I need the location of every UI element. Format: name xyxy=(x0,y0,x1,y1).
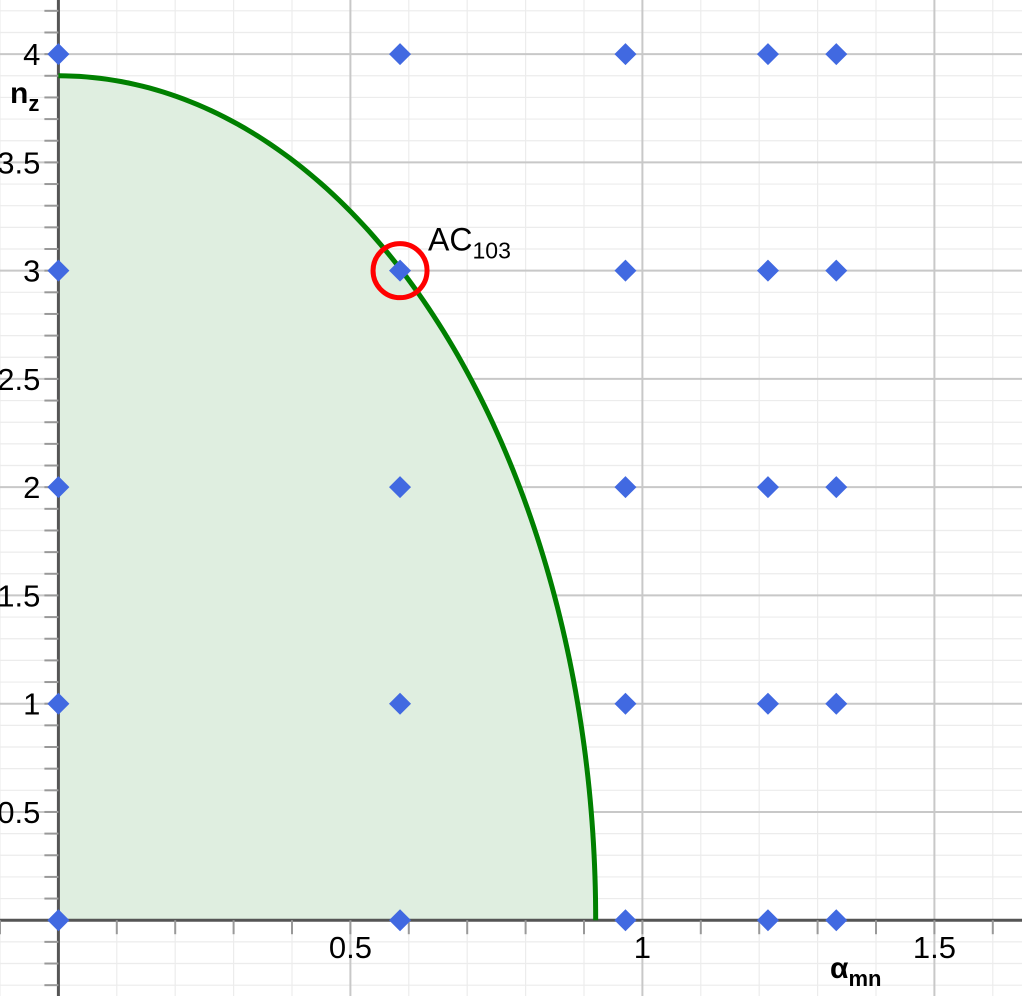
x-tick-label: 0.5 xyxy=(329,930,372,965)
y-tick-label: 1 xyxy=(23,687,40,722)
x-tick-label: 1.5 xyxy=(913,930,956,965)
y-axis-title-main: n xyxy=(10,77,28,110)
data-point xyxy=(825,692,848,715)
data-point xyxy=(47,909,70,932)
data-point xyxy=(756,909,779,932)
data-point xyxy=(389,692,412,715)
y-axis-title-sub: z xyxy=(28,91,39,116)
y-tick-label: 3.5 xyxy=(0,145,40,180)
y-tick-label: 2 xyxy=(23,470,40,505)
y-axis-title: nz xyxy=(10,77,39,116)
data-point xyxy=(47,43,70,66)
data-point xyxy=(756,43,779,66)
data-point xyxy=(389,909,412,932)
x-axis-title-sub: mn xyxy=(848,966,881,991)
data-point xyxy=(389,43,412,66)
highlight-circle xyxy=(370,241,430,301)
data-point xyxy=(47,476,70,499)
data-point xyxy=(389,476,412,499)
data-point xyxy=(614,692,637,715)
x-axis-title: αmn xyxy=(830,952,881,991)
data-point xyxy=(825,43,848,66)
y-tick-label: 3 xyxy=(23,254,40,289)
data-point xyxy=(614,909,637,932)
data-point xyxy=(825,259,848,282)
x-tick-label: 1 xyxy=(634,930,651,965)
y-tick-label: 4 xyxy=(23,37,40,72)
y-tick-label: 0.5 xyxy=(0,795,40,830)
data-point xyxy=(47,259,70,282)
data-point xyxy=(614,43,637,66)
annotation-label: AC103 xyxy=(428,222,511,264)
x-axis-title-main: α xyxy=(830,952,849,985)
data-point xyxy=(47,692,70,715)
data-point xyxy=(756,476,779,499)
data-point xyxy=(825,476,848,499)
data-points xyxy=(47,43,848,932)
tick-labels: 0.5 1 1.5 0.5 1 1.5 2 2.5 3 3.5 4 xyxy=(0,37,956,965)
y-tick-label: 1.5 xyxy=(0,578,40,613)
data-point xyxy=(614,476,637,499)
data-point xyxy=(389,259,412,282)
data-point xyxy=(614,259,637,282)
feasible-region xyxy=(58,75,596,921)
y-tick-label: 2.5 xyxy=(0,362,40,397)
data-point xyxy=(756,692,779,715)
data-point xyxy=(825,909,848,932)
annotation-main: AC xyxy=(428,222,472,258)
region-boundary-curve xyxy=(58,73,599,921)
data-point xyxy=(756,259,779,282)
annotation-subscript: 103 xyxy=(472,238,510,264)
